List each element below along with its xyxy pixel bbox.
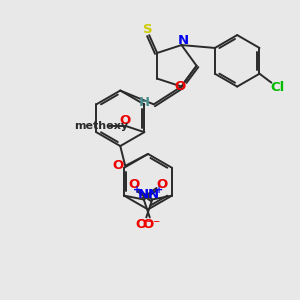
Text: O: O	[129, 178, 140, 191]
Text: N: N	[148, 188, 159, 201]
Text: O: O	[120, 114, 131, 127]
Text: +: +	[133, 184, 141, 195]
Text: N: N	[137, 188, 148, 201]
Text: methoxy: methoxy	[74, 121, 128, 131]
Text: H: H	[138, 96, 149, 109]
Text: O⁻: O⁻	[142, 218, 161, 231]
Text: N: N	[178, 34, 189, 46]
Text: O: O	[113, 159, 124, 172]
Text: S: S	[143, 23, 153, 36]
Text: +: +	[155, 184, 163, 195]
Text: Cl: Cl	[270, 81, 284, 94]
Text: O⁻: O⁻	[135, 218, 153, 231]
Text: O: O	[174, 80, 185, 93]
Text: O: O	[156, 178, 167, 191]
